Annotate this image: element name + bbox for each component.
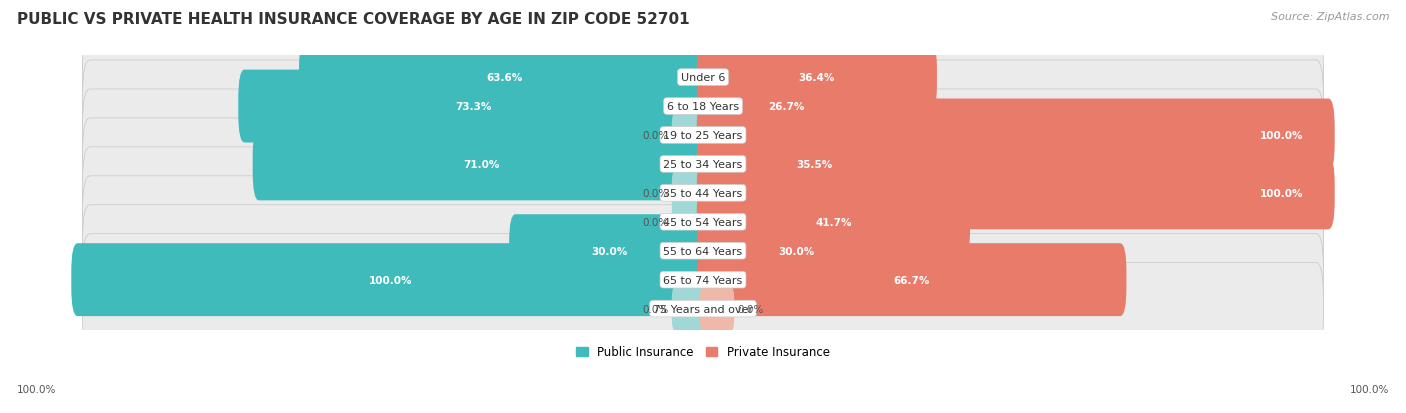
FancyBboxPatch shape: [672, 171, 706, 215]
FancyBboxPatch shape: [672, 287, 706, 331]
FancyBboxPatch shape: [700, 287, 734, 331]
Text: 100.0%: 100.0%: [17, 385, 56, 394]
FancyBboxPatch shape: [83, 61, 1323, 153]
Text: 0.0%: 0.0%: [643, 217, 669, 227]
Text: 0.0%: 0.0%: [737, 304, 763, 314]
Text: 0.0%: 0.0%: [643, 188, 669, 198]
Text: 36.4%: 36.4%: [799, 73, 835, 83]
Text: Under 6: Under 6: [681, 73, 725, 83]
FancyBboxPatch shape: [83, 90, 1323, 182]
FancyBboxPatch shape: [697, 186, 970, 259]
FancyBboxPatch shape: [72, 244, 709, 316]
Text: 35.5%: 35.5%: [796, 159, 832, 169]
Legend: Public Insurance, Private Insurance: Public Insurance, Private Insurance: [571, 341, 835, 363]
FancyBboxPatch shape: [697, 70, 876, 143]
Text: 100.0%: 100.0%: [1350, 385, 1389, 394]
FancyBboxPatch shape: [697, 244, 1126, 316]
FancyBboxPatch shape: [697, 42, 936, 114]
FancyBboxPatch shape: [83, 263, 1323, 355]
Text: 19 to 25 Years: 19 to 25 Years: [664, 131, 742, 141]
Text: 45 to 54 Years: 45 to 54 Years: [664, 217, 742, 227]
Text: 6 to 18 Years: 6 to 18 Years: [666, 102, 740, 112]
FancyBboxPatch shape: [299, 42, 709, 114]
FancyBboxPatch shape: [83, 205, 1323, 297]
FancyBboxPatch shape: [697, 215, 897, 287]
FancyBboxPatch shape: [83, 147, 1323, 239]
Text: 73.3%: 73.3%: [456, 102, 492, 112]
FancyBboxPatch shape: [83, 119, 1323, 210]
FancyBboxPatch shape: [697, 99, 1334, 172]
Text: 30.0%: 30.0%: [591, 246, 627, 256]
Text: 75 Years and over: 75 Years and over: [652, 304, 754, 314]
FancyBboxPatch shape: [238, 70, 709, 143]
FancyBboxPatch shape: [83, 176, 1323, 268]
Text: PUBLIC VS PRIVATE HEALTH INSURANCE COVERAGE BY AGE IN ZIP CODE 52701: PUBLIC VS PRIVATE HEALTH INSURANCE COVER…: [17, 12, 689, 27]
FancyBboxPatch shape: [253, 128, 709, 201]
FancyBboxPatch shape: [697, 128, 931, 201]
FancyBboxPatch shape: [672, 114, 706, 158]
FancyBboxPatch shape: [509, 215, 709, 287]
Text: 26.7%: 26.7%: [768, 102, 804, 112]
Text: 25 to 34 Years: 25 to 34 Years: [664, 159, 742, 169]
Text: 65 to 74 Years: 65 to 74 Years: [664, 275, 742, 285]
Text: 55 to 64 Years: 55 to 64 Years: [664, 246, 742, 256]
Text: 100.0%: 100.0%: [1260, 188, 1303, 198]
Text: 100.0%: 100.0%: [1260, 131, 1303, 141]
Text: 35 to 44 Years: 35 to 44 Years: [664, 188, 742, 198]
FancyBboxPatch shape: [697, 157, 1334, 230]
Text: 30.0%: 30.0%: [779, 246, 815, 256]
FancyBboxPatch shape: [672, 200, 706, 244]
Text: 0.0%: 0.0%: [643, 131, 669, 141]
Text: 66.7%: 66.7%: [893, 275, 929, 285]
Text: 100.0%: 100.0%: [368, 275, 412, 285]
FancyBboxPatch shape: [83, 234, 1323, 326]
Text: 41.7%: 41.7%: [815, 217, 852, 227]
FancyBboxPatch shape: [83, 32, 1323, 124]
Text: 63.6%: 63.6%: [486, 73, 522, 83]
Text: 0.0%: 0.0%: [643, 304, 669, 314]
Text: Source: ZipAtlas.com: Source: ZipAtlas.com: [1271, 12, 1389, 22]
Text: 71.0%: 71.0%: [463, 159, 499, 169]
